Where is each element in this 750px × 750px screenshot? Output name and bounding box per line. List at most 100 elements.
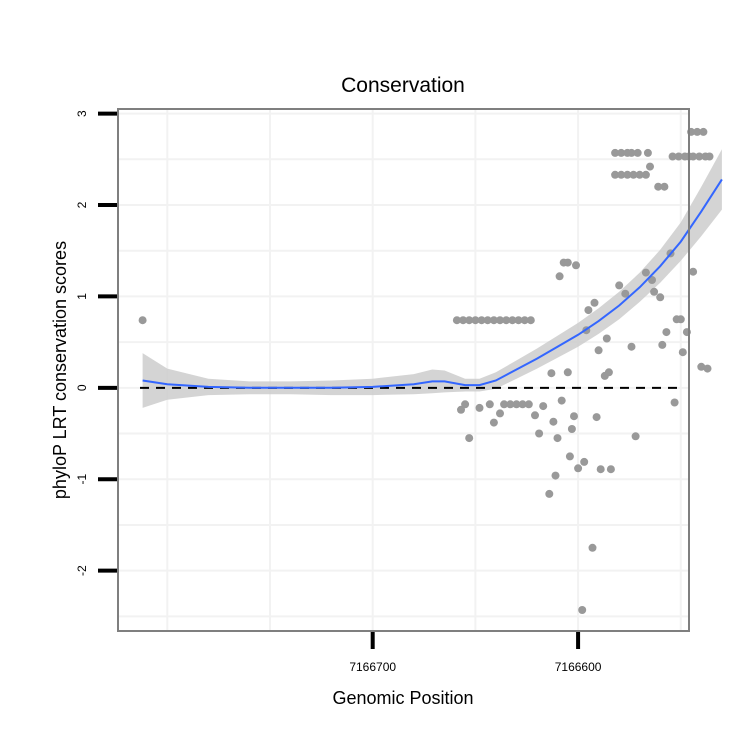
data-point xyxy=(660,182,669,191)
data-point xyxy=(574,464,583,473)
data-point xyxy=(471,316,480,325)
y-tick-label: 2 xyxy=(75,201,89,208)
data-point xyxy=(551,471,560,480)
data-point xyxy=(658,340,667,349)
data-point xyxy=(477,316,486,325)
data-point xyxy=(535,429,544,438)
data-point xyxy=(531,411,539,420)
data-point xyxy=(656,293,665,302)
data-point xyxy=(703,364,712,373)
data-point xyxy=(617,170,626,179)
axis-ticks: 7166700 7166600 3 2 1 0 -1 -2 xyxy=(75,110,602,674)
data-point xyxy=(485,400,494,409)
data-point xyxy=(676,315,685,324)
data-point xyxy=(662,328,671,337)
x-axis-label: Genomic Position xyxy=(332,688,473,708)
data-point xyxy=(514,316,523,325)
scatter-points xyxy=(138,127,714,614)
data-point xyxy=(594,346,603,355)
data-point xyxy=(641,170,650,179)
data-point xyxy=(459,316,468,325)
data-point xyxy=(563,368,572,377)
data-point xyxy=(646,162,654,171)
data-point xyxy=(545,489,554,498)
x-tick-label: 7166700 xyxy=(349,660,396,674)
data-point xyxy=(518,400,527,409)
data-point xyxy=(705,152,714,161)
data-point xyxy=(578,606,587,614)
data-point xyxy=(452,316,461,325)
data-point xyxy=(475,403,484,412)
data-point xyxy=(668,152,677,161)
data-point xyxy=(570,412,578,421)
data-point xyxy=(524,400,533,409)
grid-lines xyxy=(118,109,689,631)
data-point xyxy=(489,418,498,427)
data-point xyxy=(549,417,558,426)
data-point xyxy=(539,402,548,411)
data-point xyxy=(588,543,597,552)
data-point xyxy=(489,316,498,325)
data-point xyxy=(461,400,470,409)
data-point xyxy=(500,400,509,409)
data-point xyxy=(633,148,642,157)
data-point xyxy=(580,457,589,466)
data-point xyxy=(502,316,511,325)
data-point xyxy=(689,267,698,276)
data-point xyxy=(627,148,636,157)
y-axis-label: phyloP LRT conservation scores xyxy=(50,241,70,499)
data-point xyxy=(512,400,521,409)
data-point xyxy=(678,348,687,357)
data-point xyxy=(465,316,474,325)
data-point xyxy=(641,268,650,277)
data-point xyxy=(138,316,147,325)
data-point xyxy=(496,316,504,325)
data-point xyxy=(643,148,652,157)
data-point xyxy=(526,316,535,325)
data-point xyxy=(506,400,515,409)
data-point xyxy=(457,405,465,414)
data-point xyxy=(689,152,698,161)
y-tick-label: 3 xyxy=(75,110,89,117)
data-point xyxy=(565,452,574,461)
data-point xyxy=(508,316,517,325)
smooth-trend-line xyxy=(142,178,723,389)
data-point xyxy=(572,261,580,270)
y-tick-label: 0 xyxy=(75,384,89,391)
data-point xyxy=(602,334,611,343)
data-point xyxy=(496,409,504,418)
data-point xyxy=(604,368,613,377)
data-point xyxy=(621,289,630,298)
confidence-band-layer xyxy=(142,149,722,408)
smooth-line-layer xyxy=(140,178,723,389)
data-point xyxy=(699,127,708,136)
data-point xyxy=(606,465,615,474)
data-point xyxy=(611,170,620,179)
chart-title: Conservation xyxy=(341,74,465,97)
data-point xyxy=(567,425,576,433)
data-point xyxy=(654,182,663,191)
data-point xyxy=(557,396,566,405)
data-point xyxy=(611,148,620,157)
confidence-band xyxy=(142,149,722,408)
data-point xyxy=(592,413,601,422)
data-point xyxy=(629,170,638,179)
data-point xyxy=(590,298,599,307)
plot-frame xyxy=(117,108,690,632)
data-point xyxy=(695,152,704,161)
data-point xyxy=(627,342,636,351)
data-point xyxy=(674,152,683,161)
data-point xyxy=(635,170,644,179)
data-point xyxy=(596,465,605,474)
data-point xyxy=(553,434,562,443)
y-tick-label: -2 xyxy=(75,565,89,576)
data-point xyxy=(555,272,564,281)
data-point xyxy=(693,127,702,136)
data-point xyxy=(547,369,556,378)
data-point xyxy=(623,170,632,179)
data-point xyxy=(697,362,706,371)
data-point xyxy=(670,398,679,407)
data-point xyxy=(520,316,529,325)
data-point xyxy=(650,287,659,296)
